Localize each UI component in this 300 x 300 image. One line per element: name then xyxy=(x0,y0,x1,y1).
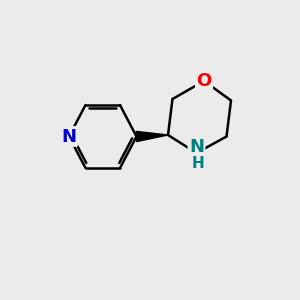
Text: N: N xyxy=(189,138,204,156)
Text: O: O xyxy=(196,72,211,90)
Text: H: H xyxy=(192,156,204,171)
Polygon shape xyxy=(136,131,168,142)
Text: N: N xyxy=(61,128,76,146)
